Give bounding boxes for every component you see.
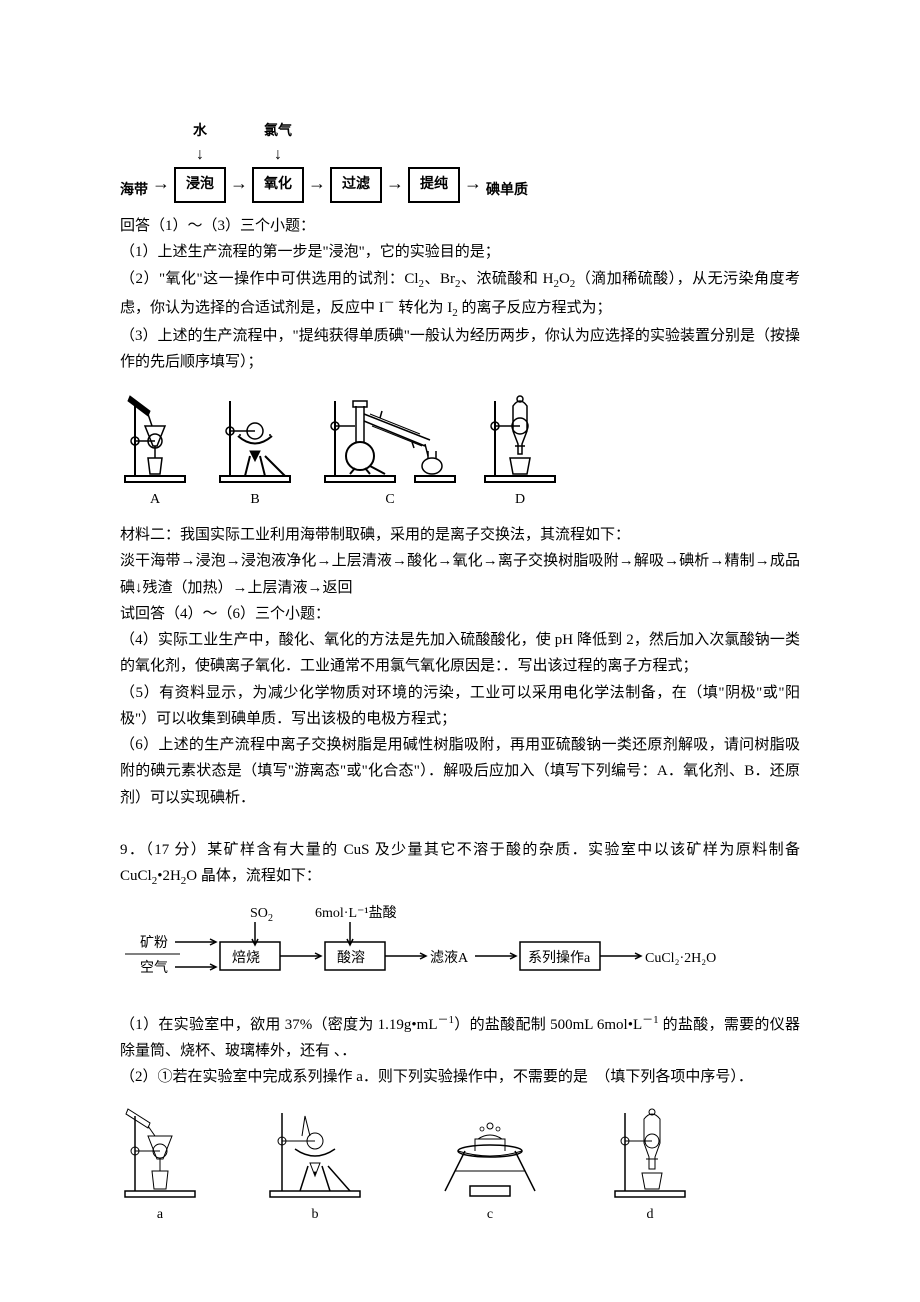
product-label: CuCl₂·2H₂O: [645, 951, 716, 966]
apparatus-a: A: [120, 386, 190, 513]
q9-title: 9．（17 分）某矿样含有大量的 CuS 及少量其它不溶于酸的杂质．实验室中以该…: [120, 837, 800, 892]
down-arrow: ↓: [196, 147, 204, 163]
hcl-label: 6mol·L⁻¹盐酸: [315, 905, 397, 921]
apparatus-b-label: B: [250, 488, 259, 513]
filter-box: 过滤: [330, 167, 382, 204]
apparatus-q9-c: c: [430, 1101, 550, 1228]
flow-end-label: 碘单质: [486, 179, 528, 204]
down-arrow: ↓: [274, 147, 282, 163]
oxidize-box: 氧化: [252, 167, 304, 204]
flow-arrow: →: [150, 164, 172, 204]
roast-label: 焙烧: [232, 950, 260, 966]
q9-flow-diagram: SO 2 6mol·L⁻¹盐酸 矿粉 空气 焙烧 酸溶 滤液A 系列操作a Cu…: [120, 902, 800, 1001]
apparatus-a-label: A: [150, 488, 160, 513]
flow-oxidize-col: 氯气 ↓ 氧化: [252, 120, 304, 203]
apparatus-c-label: C: [385, 488, 394, 513]
water-label: 水: [193, 120, 207, 145]
apparatus-row-q9: a b: [120, 1101, 800, 1228]
flow-arrow: →: [384, 164, 406, 204]
purify-box: 提纯: [408, 167, 460, 204]
chlorine-label: 氯气: [264, 120, 292, 145]
q8-p2: （2）"氧化"这一操作中可供选用的试剂：Cl2、Br2、浓硫酸和 H2O2（滴加…: [120, 266, 800, 324]
evaporation-icon: [210, 386, 300, 486]
q9-p2: （2）①若在实验室中完成系列操作 a．则下列实验操作中，不需要的是 （填下列各项…: [120, 1064, 800, 1090]
filtration-icon: [120, 1101, 200, 1201]
q8-p5: （5）有资料显示，为减少化学物质对环境的污染，工业可以采用电化学法制备，在（填"…: [120, 680, 800, 733]
apparatus-q9-c-label: c: [487, 1203, 493, 1228]
so2-label: SO: [250, 906, 268, 921]
apparatus-q9-b-label: b: [312, 1203, 319, 1228]
q8-p3: （3）上述的生产流程中，"提纯获得单质碘"一般认为经历两步，你认为应选择的实验装…: [120, 323, 800, 376]
apparatus-q9-b: b: [260, 1101, 370, 1228]
q9-p1: （1）在实验室中，欲用 37%（密度为 1.19g•mL－1）的盐酸配制 500…: [120, 1011, 800, 1065]
apparatus-row-q8: A B: [120, 386, 800, 513]
q8-intro: 回答（1）～（3）三个小题：: [120, 213, 800, 239]
filtrate-label: 滤液A: [430, 950, 469, 966]
apparatus-q9-d: d: [610, 1101, 690, 1228]
apparatus-q9-a: a: [120, 1101, 200, 1228]
material2-intro: 试回答（4）～（6）三个小题：: [120, 601, 800, 627]
cooling-crystallization-icon: [430, 1101, 550, 1201]
flow-arrow: →: [228, 164, 250, 204]
flow-arrow: →: [306, 164, 328, 204]
dissolve-label: 酸溶: [337, 950, 365, 966]
flow-start-label: 海带: [120, 179, 148, 204]
q8-p6: （6）上述的生产流程中离子交换树脂是用碱性树脂吸附，再用亚硫酸钠一类还原剂解吸，…: [120, 732, 800, 811]
material2-title: 材料二：我国实际工业利用海带制取碘，采用的是离子交换法，其流程如下：: [120, 522, 800, 548]
soak-box: 浸泡: [174, 167, 226, 204]
q8-p4: （4）实际工业生产中，酸化、氧化的方法是先加入硫酸酸化，使 pH 降低到 2，然…: [120, 627, 800, 680]
distillation-icon: [320, 386, 460, 486]
iodine-flow-diagram: 海带 → 水 ↓ 浸泡 → 氯气 ↓ 氧化 → 过滤 → 提纯 → 碘单质: [120, 120, 800, 203]
separating-funnel-icon: [610, 1101, 690, 1201]
flow-soak-col: 水 ↓ 浸泡: [174, 120, 226, 203]
apparatus-q9-d-label: d: [647, 1203, 654, 1228]
q8-p1: （1）上述生产流程的第一步是"浸泡"，它的实验目的是；: [120, 239, 800, 265]
apparatus-d-label: D: [515, 488, 525, 513]
svg-text:2: 2: [268, 913, 273, 924]
flow-arrow: →: [462, 164, 484, 204]
apparatus-b: B: [210, 386, 300, 513]
ore-label: 矿粉: [140, 935, 168, 951]
material2-flow: 淡干海带→浸泡→浸泡液净化→上层清液→酸化→氧化→离子交换树脂吸附→解吸→碘析→…: [120, 548, 800, 601]
apparatus-c: C: [320, 386, 460, 513]
evaporation-icon: [260, 1101, 370, 1201]
separating-funnel-icon: [480, 386, 560, 486]
apparatus-d: D: [480, 386, 560, 513]
ops-label: 系列操作a: [528, 950, 591, 966]
filtration-icon: [120, 386, 190, 486]
air-label: 空气: [140, 960, 168, 976]
apparatus-q9-a-label: a: [157, 1203, 163, 1228]
